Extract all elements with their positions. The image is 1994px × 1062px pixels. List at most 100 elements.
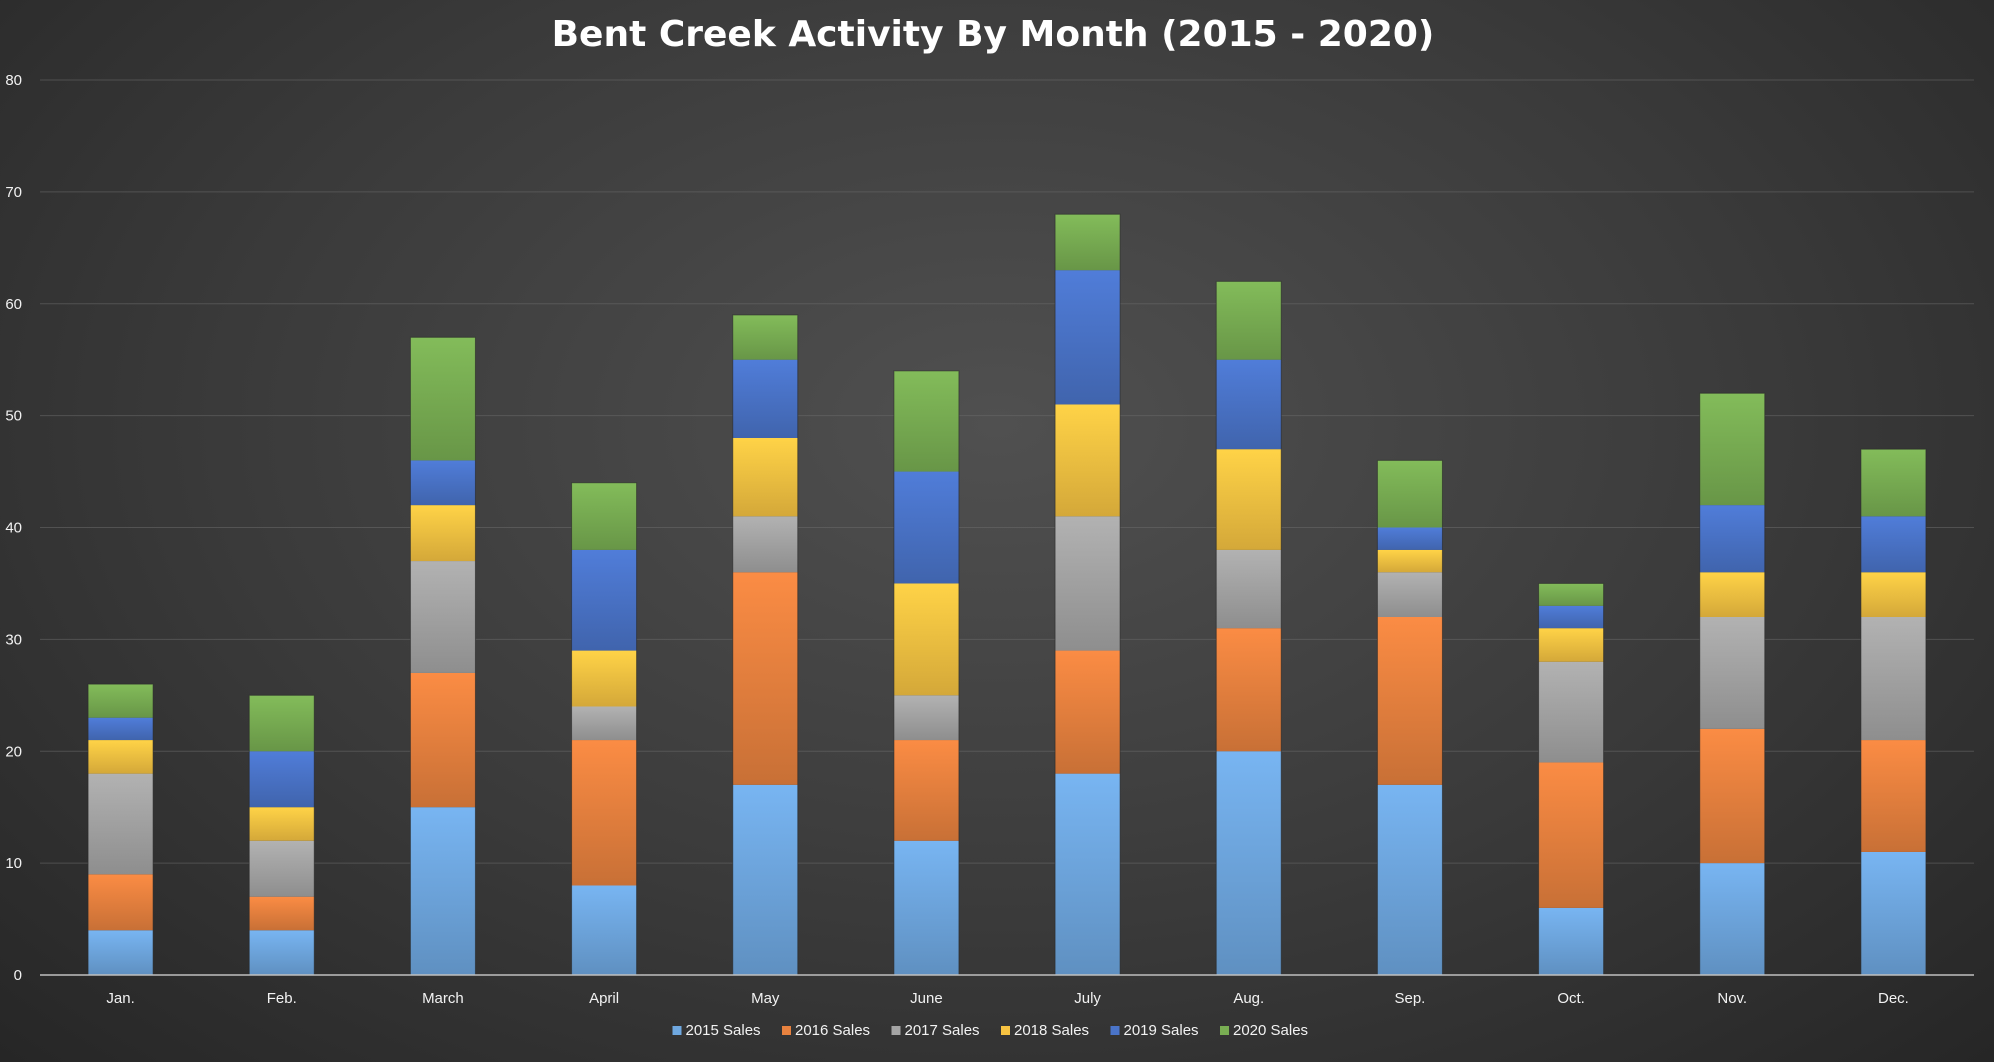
bar-dec-2018-sales	[1860, 572, 1926, 617]
y-tick-label-80: 80	[5, 72, 22, 89]
bar-feb-2015-sales	[249, 930, 315, 975]
x-tick-label-dec: Dec.	[1878, 990, 1909, 1007]
bar-stack-may	[732, 314, 799, 976]
bar-sep-2018-sales	[1377, 549, 1443, 573]
bar-june-2019-sales	[893, 471, 959, 584]
bar-april-2017-sales	[571, 706, 637, 741]
bar-feb-2020-sales	[249, 695, 315, 752]
legend-swatch-2016-sales	[782, 1026, 791, 1035]
bar-nov-2016-sales	[1699, 728, 1765, 864]
bar-sep-2019-sales	[1377, 527, 1443, 550]
bar-aug-2015-sales	[1216, 751, 1282, 975]
y-tick-label-50: 50	[5, 408, 22, 425]
bars	[87, 213, 1927, 976]
x-tick-label-june: June	[910, 990, 943, 1007]
bar-june-2017-sales	[893, 695, 959, 741]
bar-dec-2017-sales	[1860, 617, 1926, 741]
bar-march-2020-sales	[410, 337, 476, 461]
bar-stack-march	[409, 336, 476, 976]
legend-item-2016-sales: 2016 Sales	[782, 1022, 870, 1039]
bar-april-2020-sales	[571, 482, 637, 550]
legend: 2015 Sales 2016 Sales 2017 Sales 2018 Sales…	[672, 1022, 1308, 1039]
bar-oct-2020-sales	[1538, 583, 1604, 606]
bar-sep-2016-sales	[1377, 617, 1443, 785]
bar-nov-2015-sales	[1699, 863, 1765, 975]
bar-may-2016-sales	[732, 572, 798, 785]
bar-jan-2019-sales	[88, 717, 154, 741]
bar-jan-2015-sales	[88, 930, 154, 975]
bar-stack-jan	[87, 683, 154, 976]
bar-june-2016-sales	[893, 740, 959, 841]
x-tick-label-april: April	[589, 990, 619, 1007]
bar-may-2018-sales	[732, 438, 798, 517]
legend-label-2019-sales: 2019 Sales	[1124, 1022, 1199, 1039]
bar-stack-sep	[1376, 459, 1443, 976]
bar-july-2019-sales	[1055, 270, 1121, 405]
bar-stack-dec	[1860, 448, 1927, 976]
legend-item-2015-sales: 2015 Sales	[672, 1022, 761, 1039]
bar-july-2020-sales	[1055, 214, 1121, 271]
bar-june-2020-sales	[893, 370, 959, 472]
bar-feb-2016-sales	[249, 896, 315, 931]
y-axis-ticks: 0 10 20 30 40 50 60 70 80	[5, 72, 22, 984]
legend-swatch-2018-sales	[1001, 1026, 1010, 1035]
bar-stack-june	[893, 370, 960, 976]
bar-april-2018-sales	[571, 650, 637, 707]
y-tick-label-60: 60	[5, 296, 22, 313]
bar-jan-2016-sales	[88, 874, 154, 931]
bar-march-2015-sales	[410, 807, 476, 975]
bar-oct-2018-sales	[1538, 628, 1604, 662]
bar-april-2015-sales	[571, 885, 637, 975]
bar-aug-2017-sales	[1216, 549, 1282, 629]
x-tick-label-july: July	[1074, 990, 1101, 1007]
bar-june-2015-sales	[893, 840, 959, 975]
y-tick-label-70: 70	[5, 184, 22, 201]
legend-swatch-2020-sales	[1220, 1026, 1229, 1035]
bar-stack-oct	[1538, 582, 1605, 976]
bar-sep-2015-sales	[1377, 784, 1443, 975]
y-tick-label-40: 40	[5, 520, 22, 537]
x-tick-label-nov: Nov.	[1717, 990, 1747, 1007]
bar-may-2015-sales	[732, 784, 798, 975]
y-tick-label-20: 20	[5, 743, 22, 760]
bar-june-2018-sales	[893, 583, 959, 696]
bar-dec-2016-sales	[1860, 740, 1926, 852]
bar-aug-2020-sales	[1216, 281, 1282, 360]
bar-nov-2018-sales	[1699, 572, 1765, 617]
y-tick-label-0: 0	[14, 967, 22, 984]
bar-jan-2018-sales	[88, 740, 154, 774]
legend-label-2018-sales: 2018 Sales	[1014, 1022, 1089, 1039]
bar-dec-2020-sales	[1860, 449, 1926, 517]
bar-feb-2019-sales	[249, 751, 315, 808]
bar-feb-2018-sales	[249, 807, 315, 841]
bar-jan-2020-sales	[88, 684, 154, 718]
bar-stack-july	[1054, 213, 1121, 976]
bar-stack-aug	[1215, 280, 1282, 976]
legend-swatch-2019-sales	[1110, 1026, 1120, 1035]
legend-item-2020-sales: 2020 Sales	[1220, 1022, 1308, 1039]
legend-item-2018-sales: 2018 Sales	[1001, 1022, 1089, 1039]
bar-nov-2020-sales	[1699, 393, 1765, 506]
gridlines	[40, 79, 1974, 864]
y-tick-label-10: 10	[5, 855, 22, 872]
x-tick-label-oct: Oct.	[1557, 990, 1585, 1007]
bar-dec-2015-sales	[1860, 851, 1926, 975]
bar-feb-2017-sales	[249, 840, 315, 897]
bar-oct-2016-sales	[1538, 762, 1604, 908]
bar-stack-april	[571, 482, 638, 976]
bar-nov-2017-sales	[1699, 617, 1765, 729]
bar-july-2016-sales	[1055, 650, 1121, 774]
legend-label-2016-sales: 2016 Sales	[795, 1022, 870, 1039]
legend-label-2017-sales: 2017 Sales	[905, 1022, 980, 1039]
chart-title: Bent Creek Activity By Month (2015 - 202…	[552, 14, 1435, 55]
bar-jan-2017-sales	[88, 773, 154, 875]
bar-july-2018-sales	[1055, 404, 1121, 517]
x-tick-label-feb: Feb.	[267, 990, 297, 1007]
x-axis-ticks: Jan. Feb. March April May June July Aug. Sep. Oct…	[106, 990, 1908, 1007]
bar-aug-2016-sales	[1216, 628, 1282, 752]
bar-may-2019-sales	[732, 359, 798, 438]
x-tick-label-march: March	[422, 990, 464, 1007]
bar-aug-2018-sales	[1216, 449, 1282, 550]
bar-july-2017-sales	[1055, 516, 1121, 651]
